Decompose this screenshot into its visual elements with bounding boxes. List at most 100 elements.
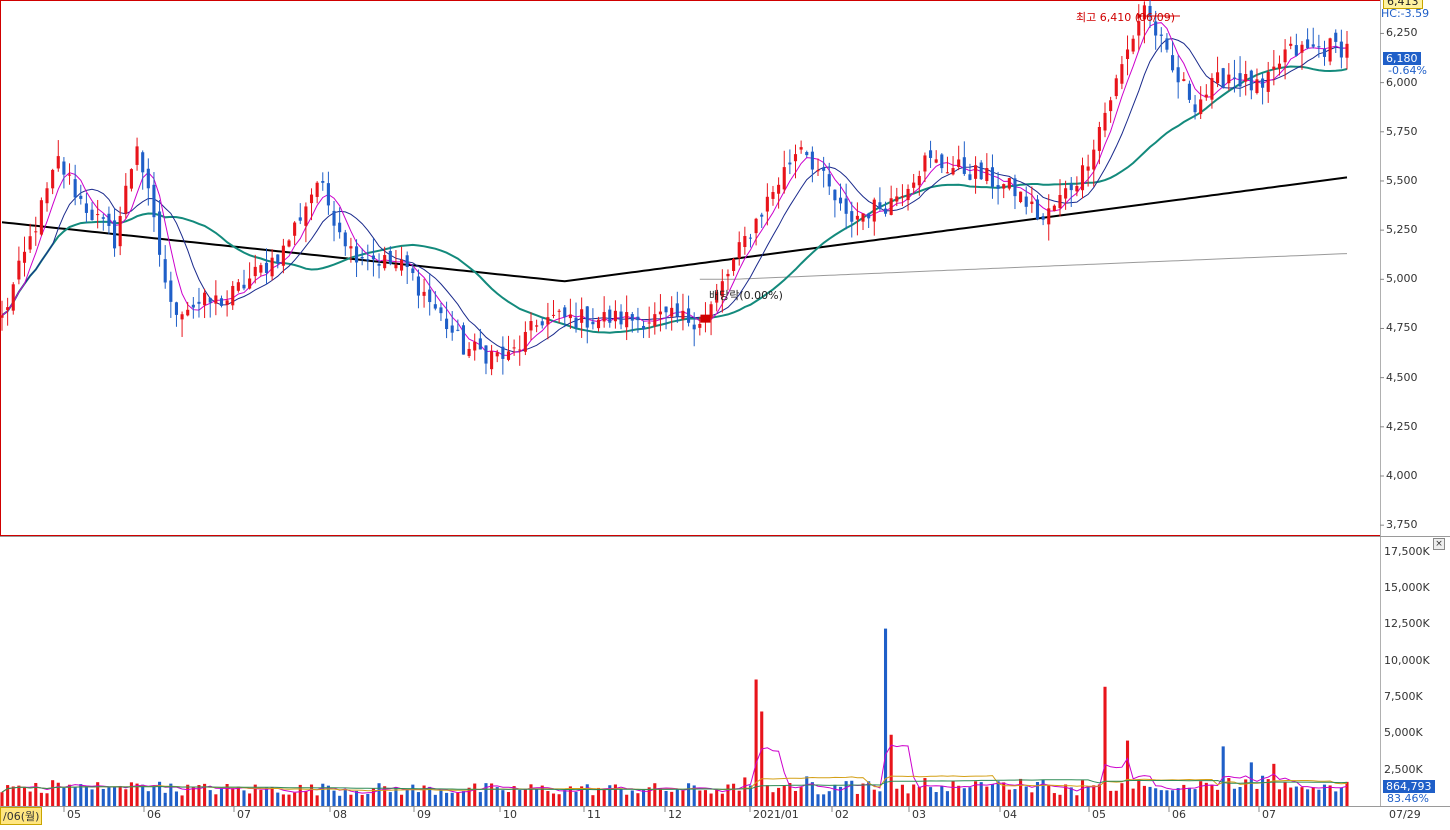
candle-body: [461, 325, 466, 355]
top-right-value-tag: 6,413: [1383, 0, 1423, 9]
candle-body: [715, 292, 719, 303]
volume-bar: [1289, 787, 1293, 806]
candle-body: [1300, 44, 1304, 53]
candle-body: [855, 215, 859, 220]
volume-bar: [309, 784, 314, 806]
volume-bar: [67, 784, 72, 806]
price-y-tick-label: 4,250: [1386, 419, 1418, 433]
candle-body: [113, 220, 117, 249]
volume-bar: [557, 794, 561, 806]
volume-bar: [1306, 789, 1310, 806]
candle-body: [276, 254, 280, 264]
volume-bar: [461, 791, 466, 806]
volume-bar: [96, 782, 100, 806]
candle-body: [394, 264, 398, 269]
volume-bar: [242, 790, 246, 806]
volume-bar: [765, 785, 769, 806]
candle-body: [647, 322, 651, 324]
candle-body: [540, 321, 544, 326]
price-y-tick-label: 4,750: [1386, 321, 1418, 335]
volume-bar: [450, 792, 454, 806]
volume-bar: [782, 785, 786, 806]
candle-body: [1097, 127, 1101, 151]
volume-bar: [236, 786, 240, 806]
x-tick-label: 10: [503, 808, 517, 821]
top-right-sub-label: HC:-3.59: [1381, 7, 1430, 20]
volume-bar: [760, 711, 764, 806]
x-tick-label: 2021/01: [753, 808, 799, 821]
candle-body: [495, 352, 499, 357]
candle-body: [1238, 73, 1242, 87]
candle-body: [1159, 34, 1163, 36]
volume-bar: [264, 787, 269, 806]
x-tick-label: 05: [67, 808, 81, 821]
candle-body: [191, 304, 195, 308]
volume-bar: [1339, 787, 1343, 806]
volume-bar: [1075, 795, 1079, 806]
volume-bar: [1187, 787, 1191, 806]
volume-bar: [945, 791, 949, 806]
volume-bar: [253, 784, 257, 806]
candle-body: [214, 295, 218, 304]
x-tick-label: 02: [835, 808, 849, 821]
candle-body: [568, 314, 572, 319]
volume-bar: [439, 789, 443, 806]
volume-bar: [1294, 786, 1298, 806]
volume-bar: [732, 783, 736, 806]
volume-bar: [585, 784, 589, 806]
candle-body: [478, 338, 482, 350]
candle-body: [67, 174, 72, 176]
candle-body: [1080, 165, 1085, 191]
volume-bar: [957, 785, 961, 806]
close-icon[interactable]: ×: [1433, 538, 1445, 550]
x-tick-label: 12: [668, 808, 682, 821]
volume-bar: [1024, 786, 1028, 806]
volume-bar: [1322, 784, 1327, 806]
volume-bar: [326, 785, 330, 806]
candle-body: [1114, 78, 1118, 97]
volume-bar: [630, 790, 634, 806]
volume-bar: [996, 781, 1000, 806]
candle-body: [84, 203, 88, 213]
candle-body: [242, 284, 246, 289]
candle-body: [523, 331, 527, 352]
candle-body: [1092, 149, 1096, 170]
volume-bar: [62, 787, 66, 806]
volume-bar: [523, 788, 527, 806]
volume-bar: [625, 794, 629, 806]
candle-body: [1125, 49, 1130, 59]
volume-bar: [467, 787, 471, 806]
candle-body: [636, 316, 640, 321]
volume-bar: [1120, 783, 1124, 806]
volume-bar: [214, 794, 218, 806]
volume-bar: [1047, 785, 1051, 806]
candle-body: [1007, 178, 1011, 189]
volume-bar: [1092, 785, 1096, 806]
current-volume-tag: 864,793: [1383, 780, 1435, 793]
candle-body: [400, 259, 404, 271]
candle-body: [388, 251, 392, 265]
volume-bar: [456, 792, 460, 806]
volume-bar: [248, 793, 252, 806]
candle-body: [1294, 45, 1298, 56]
volume-bar: [433, 794, 437, 806]
x-tick-label: 11: [587, 808, 601, 821]
candle-body: [96, 214, 100, 216]
candle-body: [17, 260, 21, 280]
candle-body: [73, 179, 77, 198]
candle-body: [1216, 72, 1220, 84]
candle-body: [985, 168, 989, 182]
volume-bar: [1019, 778, 1023, 806]
x-tick-label: 04: [1003, 808, 1017, 821]
volume-bar: [850, 780, 854, 806]
candle-body: [585, 306, 589, 328]
candle-body: [878, 202, 882, 209]
volume-bar: [985, 786, 989, 806]
candle-body: [979, 162, 983, 180]
candle-body: [484, 345, 488, 364]
candle-body: [1187, 83, 1191, 100]
candle-body: [22, 251, 27, 263]
candle-body: [321, 180, 325, 183]
volume-bar: [1137, 779, 1141, 806]
candle-body: [833, 189, 837, 201]
